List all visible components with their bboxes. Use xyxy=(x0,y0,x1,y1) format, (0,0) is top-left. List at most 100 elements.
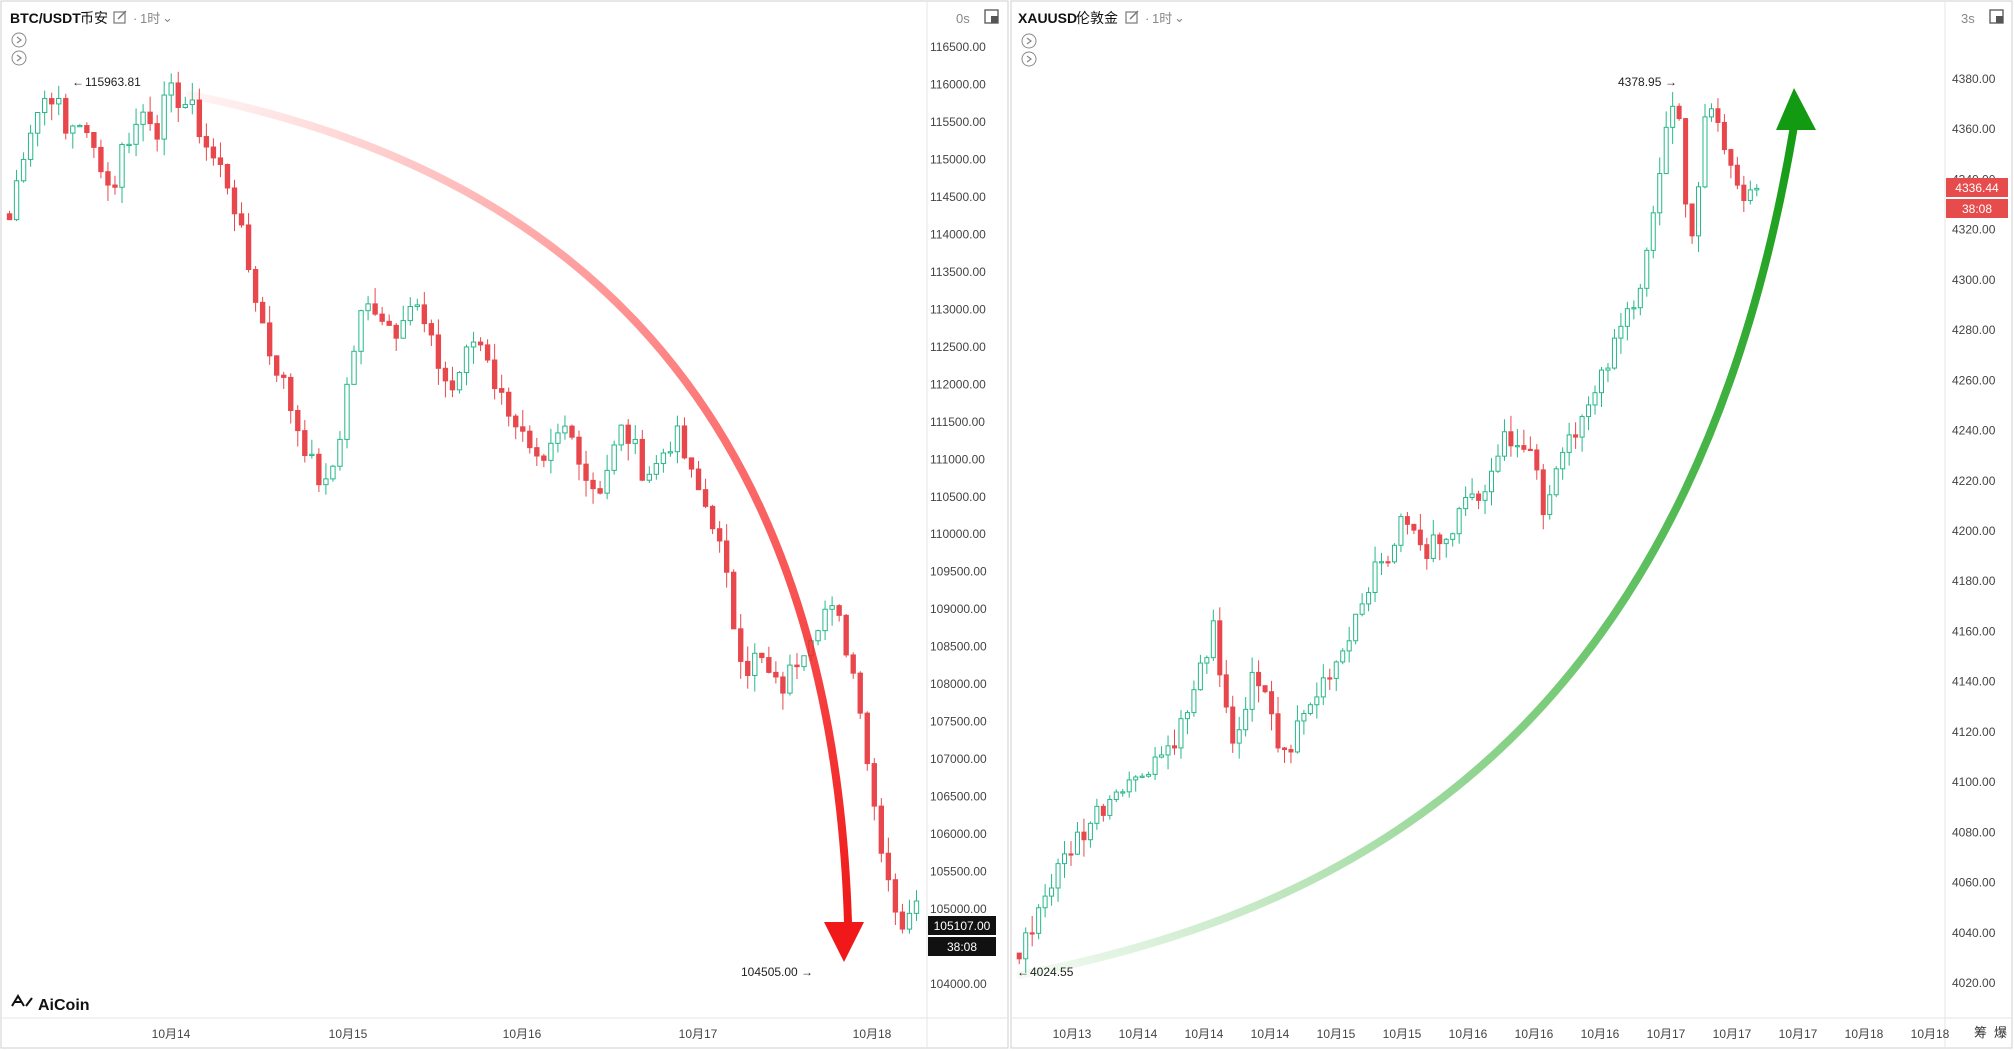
xau-candle xyxy=(1256,660,1262,703)
btc-candle xyxy=(674,415,681,464)
xau-y-tick-label: 4320.00 xyxy=(1952,223,1996,237)
btc-candle xyxy=(520,409,526,442)
btc-edit-icon[interactable] xyxy=(113,10,127,24)
xau-low-label: 4024.55 xyxy=(1030,965,1074,979)
xau-candle xyxy=(1126,771,1132,798)
btc-interval[interactable]: 1时 xyxy=(140,11,160,26)
xau-candle xyxy=(1631,300,1637,320)
xau-candle xyxy=(1657,157,1663,226)
btc-candle xyxy=(105,162,111,201)
btc-candle xyxy=(41,90,48,126)
xau-candle xyxy=(1236,716,1242,759)
xau-exchange: 伦敦金 xyxy=(1076,10,1118,26)
xau-y-tick-label: 4280.00 xyxy=(1952,323,1996,337)
xau-y-tick-label: 4300.00 xyxy=(1952,273,1996,287)
btc-candle xyxy=(168,73,174,113)
btc-downtrend-arrowhead xyxy=(824,922,864,962)
xau-expand-icon-2[interactable] xyxy=(1021,51,1037,67)
btc-candle xyxy=(892,873,899,926)
btc-y-tick-label: 108000.00 xyxy=(930,677,987,691)
xau-interval-chevron-icon[interactable]: ⌄ xyxy=(1174,10,1185,25)
xau-candle xyxy=(1269,680,1275,731)
btc-expand-icon-2[interactable] xyxy=(11,50,27,66)
btc-candle xyxy=(723,524,730,588)
btc-y-tick-label: 114000.00 xyxy=(930,227,986,241)
xau-y-tick-label: 4060.00 xyxy=(1952,876,1996,890)
btc-candle xyxy=(702,478,709,509)
btc-y-tick-label: 108500.00 xyxy=(930,640,987,654)
xau-candle xyxy=(1314,682,1320,719)
btc-candle xyxy=(688,457,695,478)
xau-x-tick-label: 10月17 xyxy=(1779,1027,1818,1041)
xau-candle xyxy=(1184,710,1190,735)
btc-candle xyxy=(850,652,856,679)
btc-candle xyxy=(407,297,413,326)
btc-candle xyxy=(147,96,153,131)
btc-candle xyxy=(337,430,343,471)
btc-candle xyxy=(885,837,892,892)
xau-candle xyxy=(1062,841,1068,878)
xau-countdown: 3s xyxy=(1961,11,1975,26)
xau-price-tag-bg xyxy=(1946,178,2008,197)
xau-layout-icon[interactable] xyxy=(1989,9,2004,24)
btc-candle xyxy=(555,423,561,453)
btc-candle xyxy=(759,652,765,664)
xau-candle xyxy=(1579,414,1585,452)
xau-x-tick-label: 10月15 xyxy=(1383,1027,1422,1041)
xau-candle xyxy=(1611,328,1617,370)
xau-candle xyxy=(1223,659,1229,714)
xau-edit-icon[interactable] xyxy=(1125,10,1139,24)
xau-candle xyxy=(1540,464,1546,530)
btc-candle xyxy=(182,96,188,109)
btc-candle xyxy=(456,371,463,394)
btc-candle xyxy=(421,292,428,333)
btc-x-tick-label: 10月16 xyxy=(503,1027,542,1041)
xau-candle xyxy=(1165,735,1171,770)
btc-candle xyxy=(252,265,259,312)
btc-expand-icon-1[interactable] xyxy=(11,32,27,48)
btc-candle xyxy=(330,464,336,482)
btc-candle xyxy=(583,450,589,497)
xau-candle xyxy=(1333,660,1339,691)
btc-candle xyxy=(766,646,772,674)
btc-candle xyxy=(541,453,547,468)
btc-price-tag: 105107.00 xyxy=(934,919,991,933)
xau-candle xyxy=(1275,696,1281,753)
aicoin-logo: AiCoin xyxy=(38,997,90,1014)
xau-side-label-liquidation[interactable]: 爆 xyxy=(1994,1025,2007,1040)
xau-expand-icon-1[interactable] xyxy=(1021,33,1037,49)
xau-candle xyxy=(1644,247,1650,297)
xau-candle xyxy=(1068,841,1074,866)
xau-candle xyxy=(1456,506,1462,544)
xau-symbol[interactable]: XAUUSD xyxy=(1018,10,1077,26)
btc-candle xyxy=(274,355,280,382)
btc-interval-chevron-icon[interactable]: ⌄ xyxy=(162,10,173,25)
btc-layout-icon[interactable] xyxy=(984,9,999,24)
btc-candle xyxy=(731,569,737,630)
xau-candle xyxy=(1534,444,1540,480)
xau-candle xyxy=(1708,103,1714,122)
btc-candle xyxy=(801,655,807,671)
btc-y-tick-label: 105500.00 xyxy=(930,865,987,879)
xau-candle xyxy=(1443,537,1449,558)
xau-candle xyxy=(1637,283,1643,316)
btc-y-tick-label: 111500.00 xyxy=(930,415,985,429)
xau-candle xyxy=(1495,444,1501,473)
btc-candle xyxy=(695,461,702,491)
xau-side-label-chips[interactable]: 筹 xyxy=(1974,1025,1987,1040)
xau-candles xyxy=(1016,92,1760,973)
btc-candle xyxy=(386,314,392,326)
xau-candle xyxy=(1262,685,1268,694)
xau-timer-tag-bg xyxy=(1946,199,2008,218)
btc-y-tick-label: 116000.00 xyxy=(930,77,986,91)
xau-candle xyxy=(1683,118,1689,218)
btc-candle xyxy=(259,296,266,324)
btc-candle xyxy=(119,142,125,204)
xau-interval[interactable]: 1时 xyxy=(1152,11,1172,26)
xau-candle xyxy=(1204,655,1210,674)
btc-candle xyxy=(63,93,69,140)
btc-symbol[interactable]: BTC/USDT xyxy=(10,10,81,26)
btc-candle xyxy=(309,439,315,459)
xau-low-arrow: ← xyxy=(1017,965,1029,979)
xau-candle xyxy=(1379,552,1385,575)
